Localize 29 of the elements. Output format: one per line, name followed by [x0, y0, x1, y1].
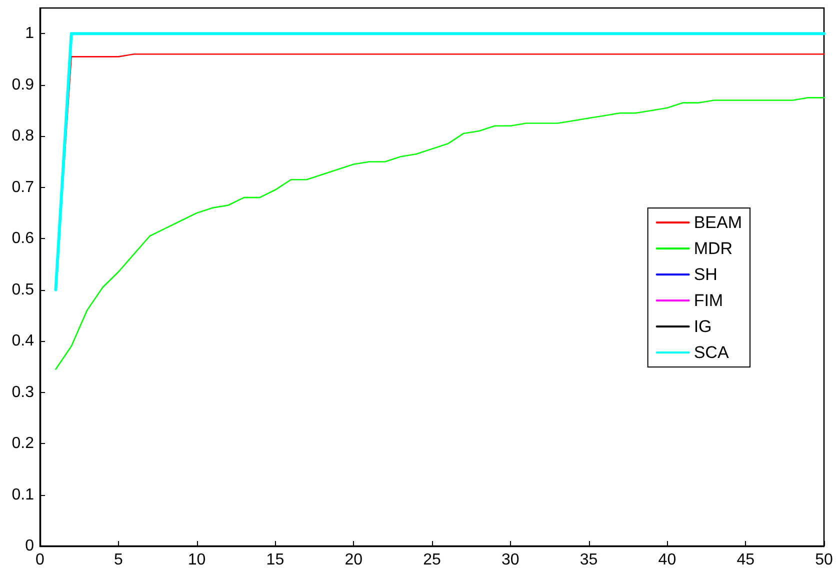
y-tick-label: 0.1	[12, 486, 34, 504]
x-tick-label: 25	[423, 552, 441, 568]
legend-label: MDR	[694, 239, 733, 258]
legend-label: FIM	[694, 291, 724, 310]
x-tick-label: 50	[815, 552, 833, 568]
y-tick-label: 0	[25, 538, 34, 554]
y-tick-label: 0.5	[12, 281, 34, 298]
y-tick-label: 0.2	[12, 435, 34, 452]
y-tick-label: 0.3	[12, 384, 34, 401]
x-tick-label: 10	[188, 552, 206, 568]
y-tick-label: 0.6	[12, 230, 34, 248]
y-tick-label: 0.9	[12, 76, 34, 94]
y-tick-label: 1	[25, 25, 34, 42]
x-tick-label: 35	[580, 552, 598, 568]
y-tick-label: 0.4	[12, 332, 34, 350]
x-tick-label: 20	[344, 552, 363, 568]
x-tick-label: 15	[266, 552, 284, 568]
x-tick-label: 45	[736, 552, 755, 568]
y-tick-label: 0.7	[12, 178, 34, 196]
legend-label: SCA	[694, 343, 730, 362]
x-tick-label: 40	[658, 552, 676, 568]
x-tick-label: 30	[502, 552, 520, 568]
legend-label: SH	[694, 265, 718, 284]
x-tick-label: 0	[36, 552, 45, 568]
line-series	[55, 97, 825, 370]
legend-label: BEAM	[694, 213, 742, 232]
x-tick-label: 5	[114, 552, 123, 568]
legend-label: IG	[694, 317, 712, 336]
y-tick-label: 0.8	[12, 128, 34, 145]
